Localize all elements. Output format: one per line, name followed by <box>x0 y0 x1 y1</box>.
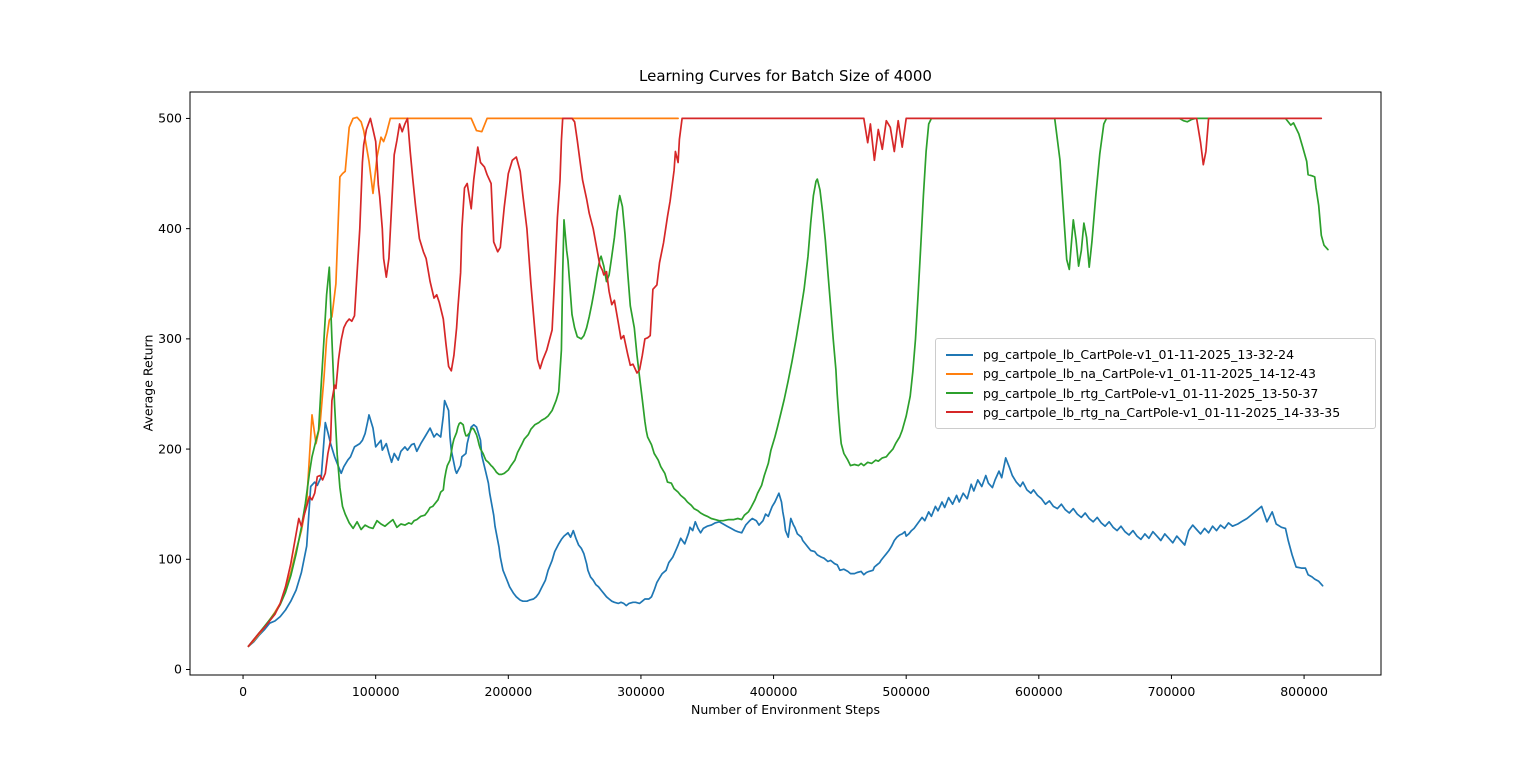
x-tick-label: 100000 <box>352 684 400 699</box>
x-axis-label: Number of Environment Steps <box>691 702 880 717</box>
legend-line-sample <box>946 353 973 356</box>
y-tick-label: 200 <box>158 441 182 456</box>
chart-title: Learning Curves for Batch Size of 4000 <box>639 67 932 85</box>
legend-item-label: pg_cartpole_lb_rtg_CartPole-v1_01-11-202… <box>983 385 1319 401</box>
legend-item-label: pg_cartpole_lb_na_CartPole-v1_01-11-2025… <box>983 366 1316 382</box>
series-line-3 <box>247 117 1323 648</box>
x-tick-label: 300000 <box>617 684 665 699</box>
legend-item: pg_cartpole_lb_CartPole-v1_01-11-2025_13… <box>946 345 1365 364</box>
x-tick-label: 800000 <box>1280 684 1328 699</box>
legend-item-label: pg_cartpole_lb_rtg_na_CartPole-v1_01-11-… <box>983 404 1341 420</box>
x-tick-label: 600000 <box>1015 684 1063 699</box>
x-tick-label: 0 <box>239 684 247 699</box>
y-tick-label: 500 <box>158 111 182 126</box>
x-tick-label: 400000 <box>750 684 798 699</box>
y-tick-label: 0 <box>174 662 182 677</box>
series-line-2 <box>247 117 1329 648</box>
legend-item: pg_cartpole_lb_rtg_na_CartPole-v1_01-11-… <box>946 403 1365 422</box>
x-tick-label: 500000 <box>882 684 930 699</box>
legend-item: pg_cartpole_lb_rtg_CartPole-v1_01-11-202… <box>946 384 1365 403</box>
x-tick-label: 700000 <box>1148 684 1196 699</box>
x-tick-label: 200000 <box>484 684 532 699</box>
y-axis-label: Average Return <box>140 334 156 432</box>
legend-line-sample <box>946 411 973 414</box>
legend-line-sample <box>946 392 973 395</box>
legend: pg_cartpole_lb_CartPole-v1_01-11-2025_13… <box>935 338 1376 429</box>
y-tick-label: 400 <box>158 221 182 236</box>
legend-item: pg_cartpole_lb_na_CartPole-v1_01-11-2025… <box>946 364 1365 383</box>
y-tick-label: 300 <box>158 331 182 346</box>
legend-item-label: pg_cartpole_lb_CartPole-v1_01-11-2025_13… <box>983 347 1295 363</box>
plot-spines <box>189 91 1382 676</box>
series-line-0 <box>247 399 1324 648</box>
y-tick-label: 100 <box>158 551 182 566</box>
legend-line-sample <box>946 372 973 375</box>
